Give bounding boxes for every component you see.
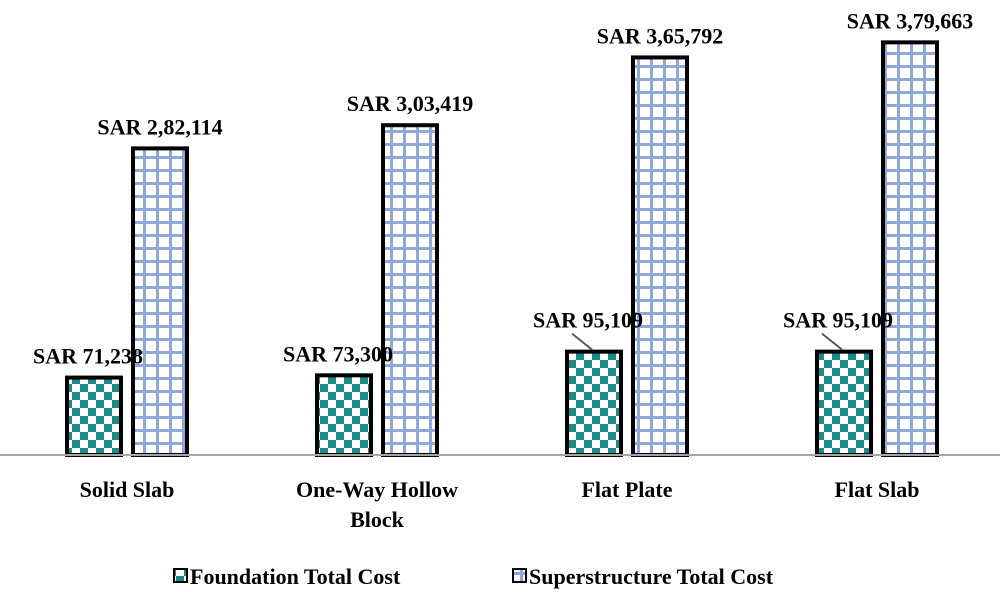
superstructure-bar-0 — [131, 146, 189, 457]
superstructure-legend-swatch — [512, 568, 527, 583]
foundation-value-label-0: SAR 71,238 — [33, 344, 143, 369]
foundation-legend-swatch — [173, 568, 188, 583]
superstructure-value-label-1: SAR 3,03,419 — [347, 91, 474, 116]
foundation-bar-0 — [65, 375, 123, 457]
superstructure-bar-2 — [631, 55, 689, 457]
category-label-1: One-Way Hollow Block — [296, 477, 458, 532]
category-label-0: Solid Slab — [80, 477, 175, 502]
foundation-value-label-3: SAR 95,109 — [783, 308, 893, 333]
foundation-bar-3 — [815, 349, 873, 457]
superstructure-value-label-2: SAR 3,65,792 — [597, 23, 724, 48]
superstructure-bar-1 — [381, 123, 439, 458]
leader-line-3 — [821, 332, 843, 351]
superstructure-value-label-0: SAR 2,82,114 — [97, 114, 222, 139]
superstructure-value-label-3: SAR 3,79,663 — [847, 8, 974, 33]
foundation-bar-2 — [565, 349, 623, 457]
foundation-bar-1 — [315, 373, 373, 457]
foundation-value-label-2: SAR 95,109 — [533, 308, 643, 333]
leader-line-2 — [571, 332, 593, 351]
superstructure-legend-label: Superstructure Total Cost — [529, 564, 774, 589]
category-label-3: Flat Slab — [835, 477, 920, 502]
category-label-2: Flat Plate — [581, 477, 672, 502]
foundation-value-label-1: SAR 73,300 — [283, 341, 393, 366]
superstructure-bar-3 — [881, 40, 939, 457]
foundation-legend-label: Foundation Total Cost — [190, 564, 401, 589]
